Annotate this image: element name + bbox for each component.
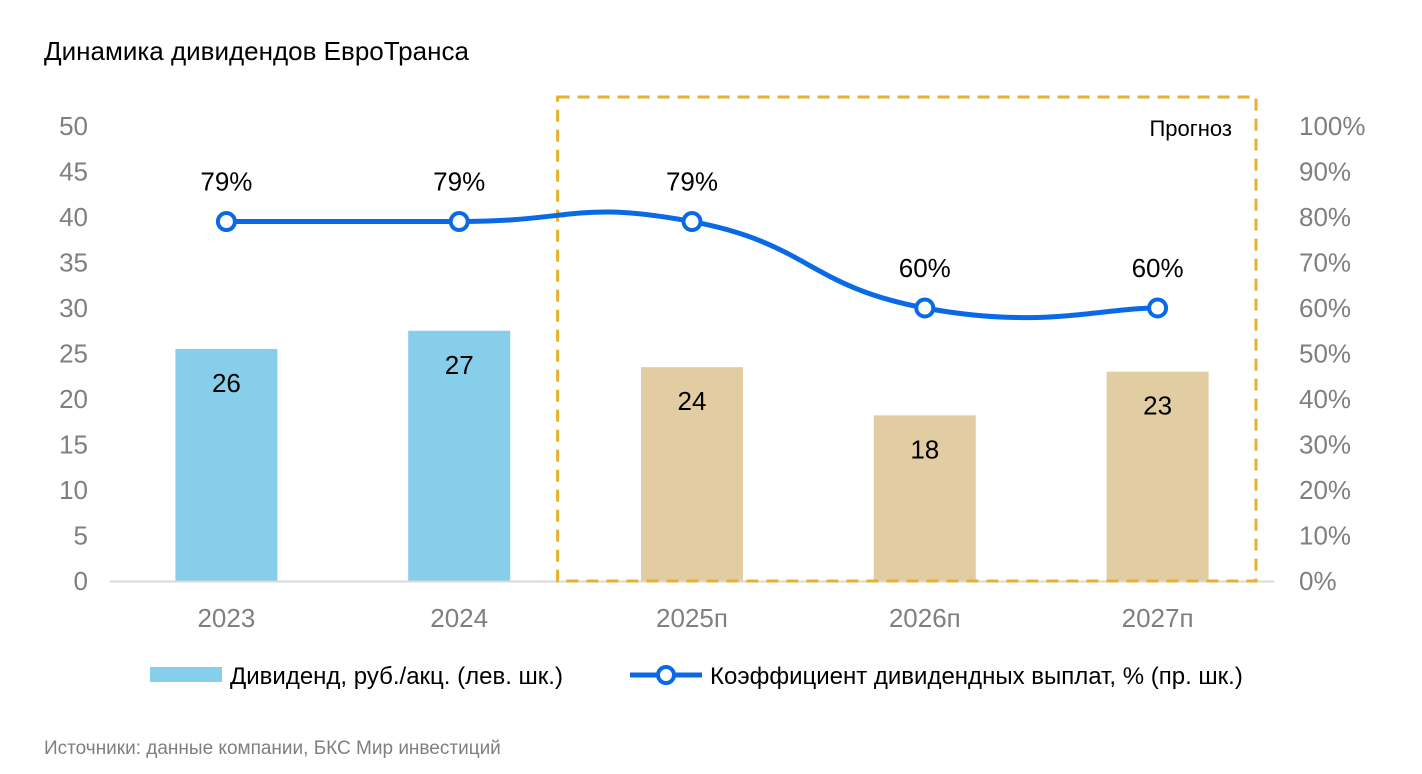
y-left-tick-label: 5: [74, 521, 88, 551]
x-tick-label: 2027п: [1122, 603, 1194, 633]
y-right-tick-label: 0%: [1299, 566, 1337, 596]
line-series: 79% 79% 79% 60% 60%: [200, 167, 1184, 321]
x-tick-label: 2023: [197, 603, 255, 633]
y-left-axis: 0 5 10 15 20 25 30 35 40 45 50: [59, 111, 88, 596]
bar: [873, 415, 976, 581]
y-right-axis: 0% 10% 20% 30% 40% 50% 60% 70% 80% 90% 100%: [1299, 111, 1366, 596]
bar-value-label: 24: [678, 386, 707, 416]
bar: [1106, 371, 1209, 581]
bar-value-label: 18: [910, 434, 939, 464]
x-tick-label: 2024: [430, 603, 488, 633]
y-left-tick-label: 45: [59, 157, 88, 187]
line-value-label: 79%: [433, 167, 485, 197]
y-left-tick-label: 40: [59, 202, 88, 232]
y-left-tick-label: 30: [59, 293, 88, 323]
y-right-tick-label: 50%: [1299, 339, 1351, 369]
bar-value-label: 26: [212, 368, 241, 398]
y-right-tick-label: 100%: [1299, 111, 1366, 141]
y-left-tick-label: 15: [59, 430, 88, 460]
legend-bar-label: Дивиденд, руб./акц. (лев. шк.): [230, 663, 563, 690]
line-point: [681, 211, 703, 233]
x-tick-label: 2026п: [889, 603, 961, 633]
legend-bar-swatch: [150, 667, 222, 682]
line-value-label: 60%: [1132, 253, 1184, 283]
y-left-tick-label: 10: [59, 475, 88, 505]
y-right-tick-label: 40%: [1299, 384, 1351, 414]
line-point: [215, 211, 237, 233]
source-note: Источники: данные компании, БКС Мир инве…: [44, 738, 501, 759]
y-left-tick-label: 25: [59, 339, 88, 369]
y-left-tick-label: 0: [74, 566, 88, 596]
y-right-tick-label: 30%: [1299, 430, 1351, 460]
x-tick-label: 2025п: [656, 603, 728, 633]
y-left-tick-label: 20: [59, 384, 88, 414]
line-value-label: 79%: [200, 167, 252, 197]
forecast-box: [556, 95, 1258, 583]
legend: Дивиденд, руб./акц. (лев. шк.) Коэффицие…: [150, 663, 1243, 690]
x-axis: 2023 2024 2025п 2026п 2027п: [197, 603, 1193, 633]
line-value-label: 79%: [666, 167, 718, 197]
bar: [175, 348, 278, 581]
y-right-tick-label: 90%: [1299, 157, 1351, 187]
y-right-tick-label: 60%: [1299, 293, 1351, 323]
bar-value-label: 23: [1143, 391, 1172, 421]
bar-value-label: 27: [445, 350, 474, 380]
forecast-label: Прогноз: [1149, 116, 1232, 141]
line-point: [914, 297, 936, 319]
bar: [408, 330, 511, 581]
bar: [641, 367, 743, 581]
chart-title: Динамика дивидендов ЕвроТранса: [44, 36, 469, 66]
y-left-tick-label: 50: [59, 111, 88, 141]
y-left-tick-label: 35: [59, 248, 88, 278]
bar-series: 26 27 24 18 23: [175, 330, 1209, 581]
y-right-tick-label: 20%: [1299, 475, 1351, 505]
legend-line-label: Коэффициент дивидендных выплат, % (пр. ш…: [710, 663, 1243, 690]
legend-line-marker: [656, 665, 676, 685]
line-point: [1147, 297, 1169, 319]
line-value-label: 60%: [899, 253, 951, 283]
line-point: [448, 211, 470, 233]
y-right-tick-label: 70%: [1299, 248, 1351, 278]
y-right-tick-label: 10%: [1299, 521, 1351, 551]
y-right-tick-label: 80%: [1299, 202, 1351, 232]
